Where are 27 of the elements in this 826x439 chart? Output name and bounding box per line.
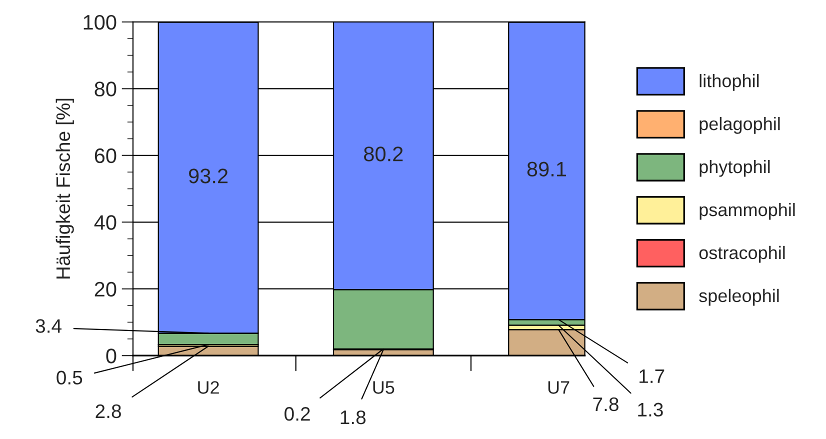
annotation: 3.4 [36,319,62,333]
x-tick-label: U2 [198,381,219,394]
legend-label: ostracophil [699,246,785,263]
legend-label: pelagophil [700,117,780,134]
annotation: 1.3 [638,402,663,417]
legend-label: speleophil [699,288,779,306]
y-axis-title: Häufigkeit Fische [%] [56,98,74,278]
annotation: 0.2 [284,407,310,421]
y-tick-label: 20 [94,282,116,297]
y-tick-label: 100 [84,14,116,30]
data-label: 80.2 [364,146,403,162]
data-label: 89.1 [527,162,566,177]
legend-label: psammophil [700,202,795,220]
annotation: 0.5 [56,370,82,385]
x-tick-label: U7 [548,381,570,394]
y-tick-label: 0 [106,348,116,364]
annotation: 1.7 [640,370,664,383]
y-tick-label: 60 [94,148,116,164]
legend-label: phytophil [700,160,770,177]
legend-label: lithophil [700,74,759,91]
annotation: 2.8 [96,404,121,418]
x-tick-label: U5 [373,381,394,394]
y-tick-label: 80 [94,82,116,96]
y-tick-label: 40 [94,215,116,230]
annotation: 7.8 [593,397,618,412]
data-label: 93.2 [188,168,228,184]
annotation: 1.8 [340,410,366,424]
